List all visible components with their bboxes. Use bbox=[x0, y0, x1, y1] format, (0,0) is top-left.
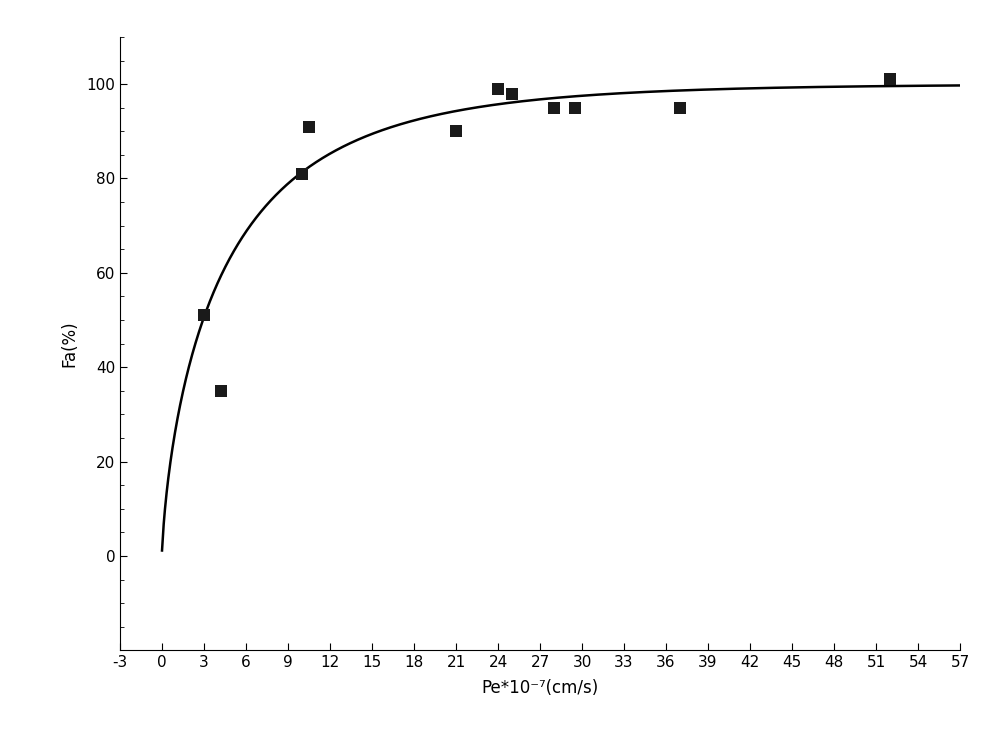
X-axis label: Pe*10⁻⁷(cm/s): Pe*10⁻⁷(cm/s) bbox=[481, 678, 599, 697]
Point bbox=[504, 88, 520, 100]
Point bbox=[196, 310, 212, 321]
Y-axis label: Fa(%): Fa(%) bbox=[60, 320, 78, 367]
Point bbox=[672, 102, 688, 114]
Point bbox=[546, 102, 562, 114]
Point bbox=[294, 168, 310, 180]
Point bbox=[490, 83, 506, 95]
Point bbox=[213, 385, 229, 397]
Point bbox=[882, 73, 898, 85]
Point bbox=[448, 126, 464, 137]
Point bbox=[301, 120, 317, 132]
Point bbox=[567, 102, 583, 114]
